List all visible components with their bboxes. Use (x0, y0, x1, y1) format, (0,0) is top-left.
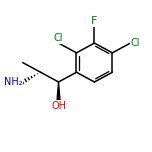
Text: NH₂: NH₂ (4, 77, 23, 87)
Polygon shape (57, 82, 60, 101)
Text: Cl: Cl (54, 33, 63, 43)
Text: OH: OH (51, 101, 66, 111)
Text: Cl: Cl (130, 38, 140, 48)
Text: F: F (91, 16, 98, 26)
